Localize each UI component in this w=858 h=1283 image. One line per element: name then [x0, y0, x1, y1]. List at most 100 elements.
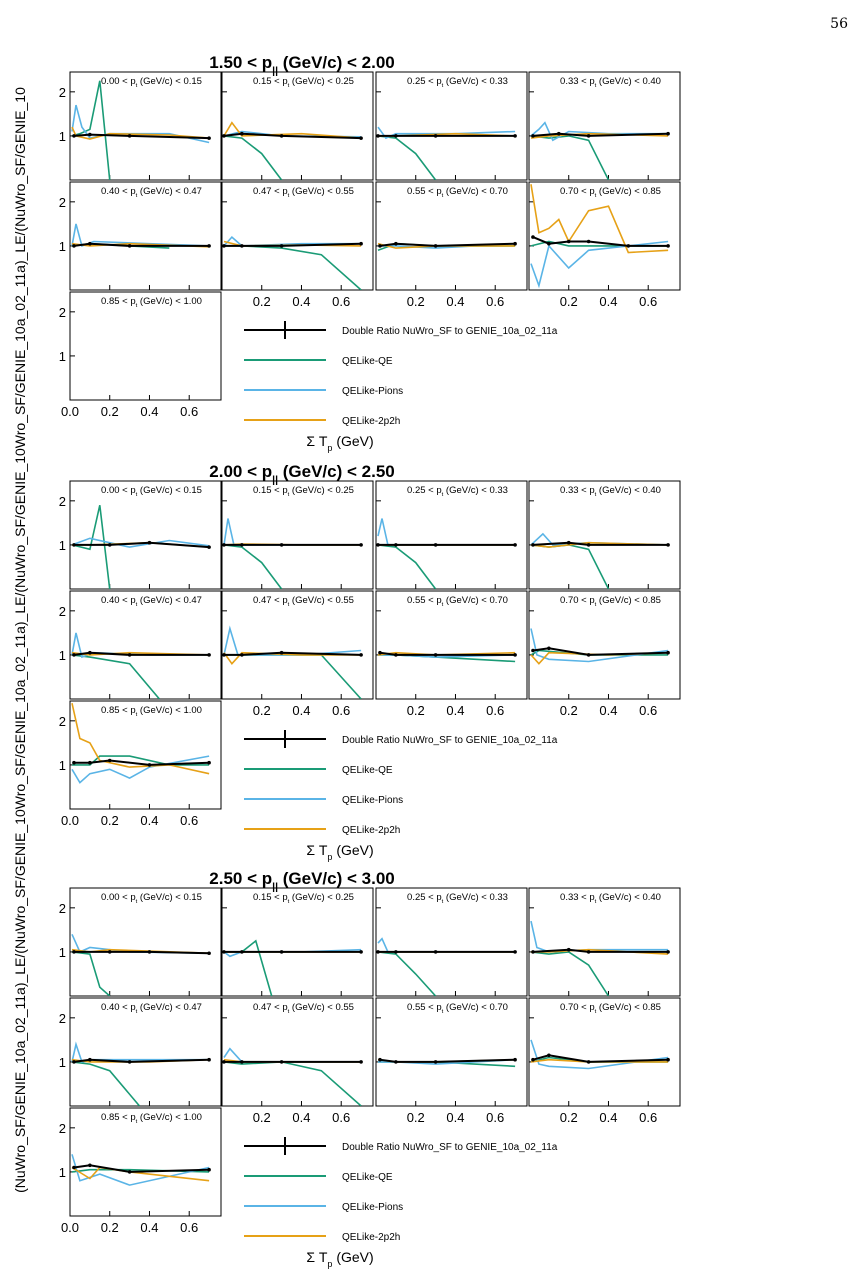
ratio-point: [240, 653, 244, 657]
group-title: 2.50 < p|| (GeV/c) < 3.00: [209, 869, 394, 893]
y-tick-label: 2: [59, 901, 66, 916]
x-axis-label: Σ Tp (GeV): [306, 1249, 373, 1269]
panel: [528, 480, 681, 590]
ratio-point: [376, 950, 380, 954]
series-group: [377, 241, 517, 252]
legend-label: QELike-Pions: [342, 795, 403, 806]
ratio-point: [376, 134, 380, 138]
series-qe-line: [377, 544, 437, 589]
ratio-point: [394, 543, 398, 547]
y-tick-label: 2: [59, 494, 66, 509]
panel-frame: [69, 1107, 222, 1217]
ratio-point: [147, 540, 152, 545]
series-pions-line: [71, 755, 210, 784]
bin-label: 0.15 < pt (GeV/c) < 0.25: [253, 76, 354, 89]
x-tick-label: 0.6: [639, 703, 657, 718]
ratio-point: [666, 950, 670, 954]
series-pions-line: [530, 240, 669, 289]
series-ratio-line: [74, 950, 210, 955]
series-qe-line: [530, 544, 610, 589]
series-group: [530, 1039, 670, 1070]
series-group: [377, 650, 517, 663]
bin-label: 0.33 < pt (GeV/c) < 0.40: [560, 485, 661, 498]
legend-label: QELike-QE: [342, 765, 393, 776]
ratio-point: [666, 650, 670, 655]
ratio-point: [513, 543, 517, 547]
bin-label: 0.40 < pt (GeV/c) < 0.47: [101, 1002, 202, 1015]
ratio-point: [394, 241, 398, 246]
group-title: 2.00 < p|| (GeV/c) < 2.50: [209, 462, 394, 486]
series-qe-line: [71, 1061, 141, 1106]
ratio-point: [207, 951, 211, 956]
ratio-point: [557, 131, 561, 136]
series-group: [530, 628, 670, 665]
series-ratio-line: [223, 132, 362, 140]
series-ratio-line: [74, 541, 210, 549]
series-qe-line: [71, 951, 111, 996]
group-title: 1.50 < p|| (GeV/c) < 2.00: [209, 53, 394, 77]
bin-label: 0.55 < pt (GeV/c) < 0.70: [407, 595, 508, 608]
ratio-point: [207, 653, 211, 657]
series-ratio-line: [224, 651, 362, 656]
series-pions-line: [71, 104, 210, 144]
series-qe-line: [71, 505, 111, 589]
bin-label: 0.40 < pt (GeV/c) < 0.47: [101, 595, 202, 608]
ratio-point: [127, 653, 132, 657]
ratio-point: [72, 760, 76, 765]
x-tick-label: 0.2: [253, 1110, 271, 1125]
ratio-point: [378, 1057, 382, 1062]
series-group: [530, 121, 670, 180]
ratio-point: [433, 134, 438, 138]
bin-label: 0.25 < pt (GeV/c) < 0.33: [407, 485, 508, 498]
series-group: [71, 223, 211, 249]
series-2p2h-line: [530, 1058, 669, 1063]
series-pions-line: [530, 1039, 669, 1070]
panel: [69, 181, 222, 291]
panel: [375, 480, 528, 590]
ratio-point: [279, 543, 284, 547]
series-pions-line: [378, 1058, 516, 1065]
x-tick-label: 0.6: [332, 703, 350, 718]
x-tick-label: 0.4: [292, 703, 310, 718]
bin-label: 0.85 < pt (GeV/c) < 1.00: [101, 705, 202, 718]
panel: [375, 997, 528, 1107]
panel-frame: [528, 181, 681, 291]
panel-frame: [375, 181, 528, 291]
panel: [528, 71, 681, 181]
series-pions-line: [71, 537, 210, 548]
ratio-point: [378, 244, 382, 248]
x-tick-label: 0.2: [407, 294, 425, 309]
ratio-point: [359, 543, 363, 547]
x-tick-label: 0.4: [599, 703, 617, 718]
panel: [375, 887, 528, 997]
x-tick-label: 0.6: [180, 1220, 198, 1235]
series-pions-line: [377, 126, 516, 140]
y-tick-label: 1: [59, 758, 66, 773]
ratio-point: [513, 653, 517, 657]
series-ratio-line: [73, 1164, 210, 1173]
series-group: [222, 1047, 363, 1106]
y-tick-label: 2: [59, 305, 66, 320]
series-2p2h-line: [530, 541, 669, 548]
ratio-point: [359, 136, 363, 140]
series-group: [377, 1057, 517, 1068]
panel-frame: [221, 997, 374, 1107]
series-ratio-line: [532, 132, 669, 137]
x-tick-label: 0.2: [560, 1110, 578, 1125]
panel-frame: [69, 291, 222, 401]
series-group: [222, 121, 363, 180]
ratio-point: [433, 950, 438, 954]
ratio-point: [433, 653, 438, 657]
series-qe-line: [530, 135, 610, 180]
ratio-point: [531, 134, 535, 138]
x-axis-label: Σ Tp (GeV): [306, 842, 373, 862]
ratio-point: [531, 950, 535, 954]
ratio-point: [394, 1060, 398, 1064]
panel: [69, 590, 222, 700]
y-tick-label: 2: [59, 85, 66, 100]
ratio-point: [88, 241, 92, 246]
panel-frame: [528, 590, 681, 700]
ratio-point: [72, 244, 76, 248]
bin-label: 0.33 < pt (GeV/c) < 0.40: [560, 892, 661, 905]
y-tick-label: 2: [59, 714, 66, 729]
